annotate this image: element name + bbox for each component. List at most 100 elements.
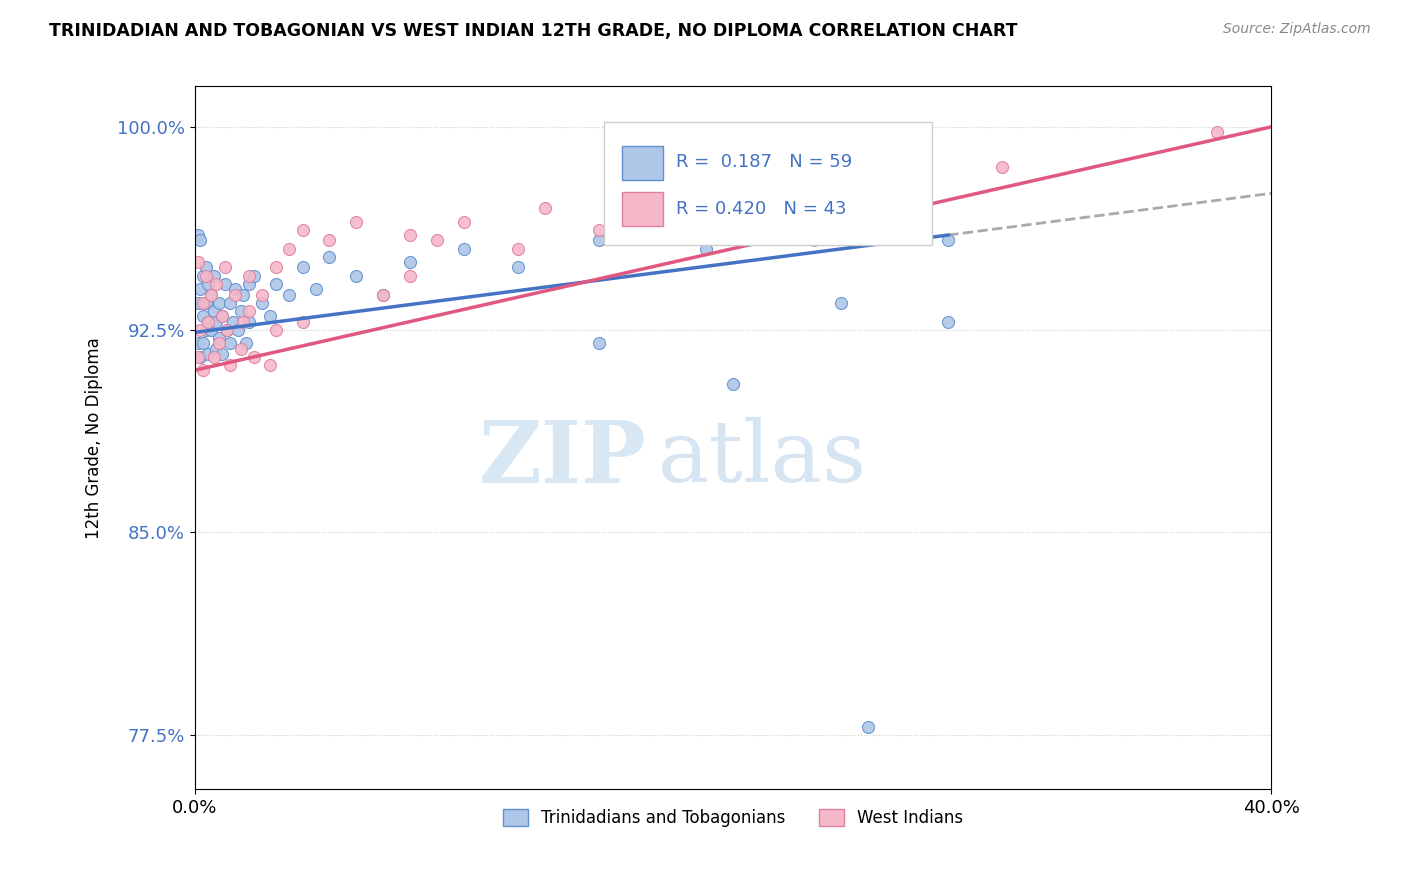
Point	[188, 350, 211, 364]
Point	[238, 314, 260, 328]
Point	[188, 323, 211, 337]
Point	[229, 303, 252, 318]
Point	[399, 227, 422, 242]
Point	[197, 314, 219, 328]
Point	[219, 295, 242, 310]
Point	[191, 295, 214, 310]
Point	[194, 323, 217, 337]
Y-axis label: 12th Grade, No Diploma: 12th Grade, No Diploma	[86, 337, 103, 539]
Point	[291, 222, 314, 236]
Point	[641, 227, 664, 242]
Point	[936, 314, 959, 328]
Point	[197, 314, 219, 328]
Point	[264, 277, 287, 291]
Point	[202, 268, 225, 283]
Bar	[623, 193, 664, 226]
Point	[187, 255, 209, 269]
Point	[238, 303, 260, 318]
Point	[243, 350, 266, 364]
Point	[208, 295, 231, 310]
Point	[197, 277, 219, 291]
Point	[194, 295, 217, 310]
Point	[344, 214, 367, 228]
Point	[318, 250, 340, 264]
Point	[453, 242, 475, 256]
Point	[217, 323, 239, 337]
Point	[399, 268, 422, 283]
Point	[533, 201, 555, 215]
Point	[211, 309, 233, 323]
FancyBboxPatch shape	[605, 121, 932, 244]
Point	[200, 287, 222, 301]
Point	[208, 331, 231, 345]
Point	[830, 295, 852, 310]
Point	[453, 214, 475, 228]
Bar	[623, 146, 664, 179]
Point	[191, 309, 214, 323]
Point	[588, 222, 610, 236]
Point	[224, 282, 246, 296]
Point	[1206, 125, 1229, 139]
Point	[588, 336, 610, 351]
Point	[238, 277, 260, 291]
Point	[200, 287, 222, 301]
Point	[229, 342, 252, 356]
Point	[259, 358, 281, 372]
Point	[221, 314, 243, 328]
Point	[232, 287, 254, 301]
Point	[191, 336, 214, 351]
Point	[202, 303, 225, 318]
Point	[194, 268, 217, 283]
Point	[259, 309, 281, 323]
Point	[188, 282, 211, 296]
Text: R =  0.187   N = 59: R = 0.187 N = 59	[676, 153, 852, 171]
Point	[291, 314, 314, 328]
Point	[208, 336, 231, 351]
Point	[506, 260, 529, 275]
Point	[318, 234, 340, 248]
Point	[202, 350, 225, 364]
Point	[211, 347, 233, 361]
Point	[235, 336, 257, 351]
Point	[238, 268, 260, 283]
Point	[399, 255, 422, 269]
Point	[506, 242, 529, 256]
Point	[344, 268, 367, 283]
Point	[426, 234, 449, 248]
Text: atlas: atlas	[658, 417, 868, 500]
Point	[188, 234, 211, 248]
Point	[194, 260, 217, 275]
Point	[856, 720, 879, 734]
Point	[264, 260, 287, 275]
Text: Source: ZipAtlas.com: Source: ZipAtlas.com	[1223, 22, 1371, 37]
Point	[191, 268, 214, 283]
Point	[291, 260, 314, 275]
Point	[243, 268, 266, 283]
Point	[305, 282, 328, 296]
Point	[191, 363, 214, 377]
Point	[695, 242, 717, 256]
Point	[250, 295, 273, 310]
Point	[200, 323, 222, 337]
Point	[219, 358, 242, 372]
Point	[205, 277, 228, 291]
Point	[232, 314, 254, 328]
Point	[205, 314, 228, 328]
Point	[776, 222, 799, 236]
Point	[373, 287, 395, 301]
Point	[721, 376, 744, 391]
Text: R = 0.420   N = 43: R = 0.420 N = 43	[676, 200, 846, 218]
Point	[197, 347, 219, 361]
Point	[991, 161, 1014, 175]
Point	[214, 260, 236, 275]
Point	[205, 342, 228, 356]
Text: TRINIDADIAN AND TOBAGONIAN VS WEST INDIAN 12TH GRADE, NO DIPLOMA CORRELATION CHA: TRINIDADIAN AND TOBAGONIAN VS WEST INDIA…	[49, 22, 1018, 40]
Point	[936, 234, 959, 248]
Text: ZIP: ZIP	[479, 417, 647, 501]
Point	[803, 234, 825, 248]
Point	[187, 227, 209, 242]
Point	[187, 350, 209, 364]
Point	[264, 323, 287, 337]
Point	[278, 287, 301, 301]
Point	[211, 309, 233, 323]
